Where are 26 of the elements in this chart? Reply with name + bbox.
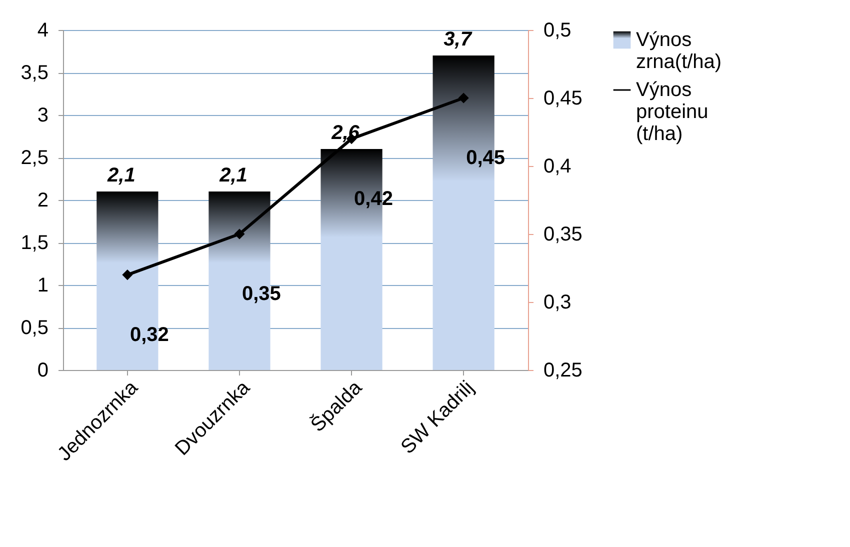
- y-tick-label: 1,5: [20, 232, 48, 254]
- data-label: 3,7: [444, 28, 472, 50]
- point: [234, 229, 244, 239]
- point: [122, 270, 132, 280]
- data-label: 2,1: [218, 164, 248, 186]
- y2-tick-label: 0,5: [544, 20, 572, 42]
- y2-tick-label: 0,45: [544, 88, 582, 110]
- y2-tick-label: 0,25: [544, 360, 582, 382]
- y2-tick-label: 0,4: [544, 156, 572, 178]
- y-tick-label: 4: [37, 20, 48, 42]
- legend-label: Výnos zrna(t/ha): [636, 29, 722, 73]
- y-tick-label: 2,5: [20, 147, 48, 169]
- y-tick-label: 1: [37, 274, 48, 296]
- data-label: 0,45: [466, 147, 506, 169]
- data-label: 0,32: [130, 324, 169, 346]
- y-tick-label: 3,5: [20, 62, 48, 84]
- data-label: 0,35: [242, 283, 281, 305]
- y-tick-label: 0,5: [20, 317, 48, 339]
- legend-label: Výnos proteinu (t/ha): [636, 79, 708, 145]
- data-label: 2,1: [106, 164, 136, 186]
- y2-tick-label: 0,3: [544, 292, 572, 314]
- y-tick-label: 0: [37, 360, 48, 382]
- point: [458, 93, 468, 103]
- y2-tick-label: 0,35: [544, 224, 582, 246]
- y-tick-label: 3: [37, 104, 48, 126]
- y-tick-label: 2: [37, 190, 48, 212]
